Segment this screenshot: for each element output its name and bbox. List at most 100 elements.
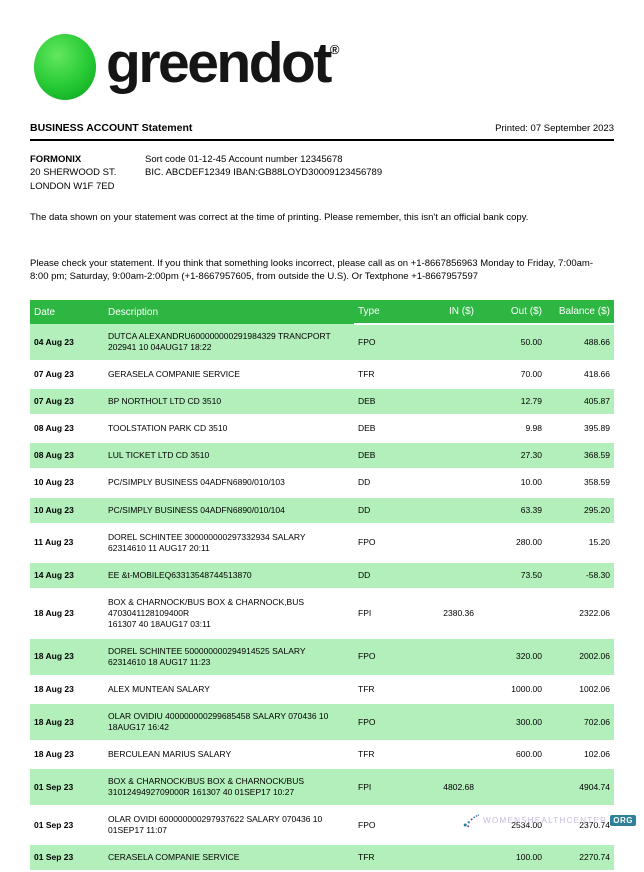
transaction-out-amount: 73.50	[478, 561, 546, 590]
logo-wordmark: greendot®	[106, 34, 339, 92]
transaction-date: 08 Aug 23	[30, 415, 104, 444]
transaction-out-amount: 63.39	[478, 496, 546, 525]
transaction-balance: 102.06	[546, 741, 614, 770]
column-header-type: Type	[354, 300, 420, 326]
column-header-in: IN ($)	[420, 300, 478, 326]
transaction-type: FPI	[354, 768, 420, 808]
transaction-in-amount	[420, 561, 478, 590]
table-row: 10 Aug 23 PC/SIMPLY BUSINESS 04ADFN6890/…	[30, 496, 614, 525]
transaction-date: 18 Aug 23	[30, 702, 104, 743]
address-line-1: 20 SHERWOOD ST.	[30, 167, 117, 179]
transaction-type: DD	[354, 561, 420, 590]
transaction-type: FPO	[354, 523, 420, 563]
transaction-in-amount	[420, 415, 478, 444]
transaction-in-amount	[420, 442, 478, 471]
transaction-out-amount: 10.00	[478, 469, 546, 498]
transaction-balance: 2370.74	[546, 806, 614, 846]
table-row: 01 Sep 23 CERASELA COMPANIE SERVICE TFR …	[30, 844, 614, 872]
transaction-in-amount	[420, 388, 478, 417]
table-row: 07 Aug 23 GERASELA COMPANIE SERVICE TFR …	[30, 361, 614, 390]
transaction-description: DOREL SCHINTEE 500000000294914525 SALARY…	[104, 637, 354, 677]
greendot-logo: greendot®	[34, 0, 614, 100]
transaction-out-amount: 1000.00	[478, 675, 546, 704]
transaction-out-amount: 300.00	[478, 702, 546, 743]
transaction-type: DD	[354, 469, 420, 498]
table-row: 10 Aug 23 PC/SIMPLY BUSINESS 04ADFN6890/…	[30, 469, 614, 498]
statement-header: BUSINESS ACCOUNT Statement Printed: 07 S…	[30, 122, 614, 134]
sparkle-dots-icon	[463, 814, 480, 828]
table-row: 18 Aug 23 DOREL SCHINTEE 500000000294914…	[30, 637, 614, 677]
transaction-balance: 358.59	[546, 469, 614, 498]
transaction-in-amount	[420, 702, 478, 743]
transaction-out-amount: 12.79	[478, 388, 546, 417]
transaction-type: FPO	[354, 702, 420, 743]
transaction-description: EE &t-MOBILEQ63313548744513870	[104, 561, 354, 590]
table-row: 01 Sep 23 OLAR OVIDI 600000000297937622 …	[30, 806, 614, 846]
transaction-balance: 2270.74	[546, 844, 614, 872]
transaction-description: BOX & CHARNOCK/BUS BOX & CHARNOCK,BUS 47…	[104, 588, 354, 639]
column-header-balance: Balance ($)	[546, 300, 614, 326]
logo-text: greendot	[106, 30, 332, 95]
table-row: 18 Aug 23 BOX & CHARNOCK/BUS BOX & CHARN…	[30, 588, 614, 639]
transaction-in-amount	[420, 675, 478, 704]
transaction-out-amount: 2534.00	[478, 806, 546, 846]
table-row: 01 Sep 23 BOX & CHARNOCK/BUS BOX & CHARN…	[30, 768, 614, 808]
transaction-description: BP NORTHOLT LTD CD 3510	[104, 388, 354, 417]
transaction-type: FPO	[354, 324, 420, 363]
transaction-balance: -58.30	[546, 561, 614, 590]
transaction-out-amount: 280.00	[478, 523, 546, 563]
transaction-balance: 488.66	[546, 324, 614, 363]
transaction-description: TOOLSTATION PARK CD 3510	[104, 415, 354, 444]
printed-date: Printed: 07 September 2023	[495, 123, 614, 134]
table-row: 14 Aug 23 EE &t-MOBILEQ63313548744513870…	[30, 561, 614, 590]
transaction-date: 18 Aug 23	[30, 741, 104, 770]
transaction-date: 01 Sep 23	[30, 768, 104, 808]
transaction-type: DEB	[354, 415, 420, 444]
transaction-description: DOREL SCHINTEE 300000000297332934 SALARY…	[104, 523, 354, 563]
transaction-date: 14 Aug 23	[30, 561, 104, 590]
transaction-description: CERASELA COMPANIE SERVICE	[104, 844, 354, 872]
transaction-in-amount	[420, 361, 478, 390]
transaction-in-amount	[420, 523, 478, 563]
watermark-text: WOMENSHEALTHCENTER	[483, 816, 608, 825]
transaction-type: FPO	[354, 806, 420, 846]
transaction-type: FPO	[354, 637, 420, 677]
transaction-balance: 4904.74	[546, 768, 614, 808]
transaction-date: 04 Aug 23	[30, 324, 104, 363]
transaction-balance: 15.20	[546, 523, 614, 563]
transaction-description: OLAR OVIDI 600000000297937622 SALARY 070…	[104, 806, 354, 846]
transaction-description: ALEX MUNTEAN SALARY	[104, 675, 354, 704]
transaction-date: 01 Sep 23	[30, 806, 104, 846]
transaction-balance: 295.20	[546, 496, 614, 525]
table-row: 07 Aug 23 BP NORTHOLT LTD CD 3510 DEB 12…	[30, 388, 614, 417]
transaction-out-amount	[478, 588, 546, 639]
transaction-in-amount	[420, 324, 478, 363]
transaction-date: 07 Aug 23	[30, 361, 104, 390]
bic-iban: BIC. ABCDEF12349 IBAN:GB88LOYD3000912345…	[145, 167, 383, 179]
transaction-out-amount	[478, 768, 546, 808]
transaction-type: DEB	[354, 388, 420, 417]
transaction-type: TFR	[354, 844, 420, 872]
table-row: 18 Aug 23 ALEX MUNTEAN SALARY TFR 1000.0…	[30, 675, 614, 704]
transaction-description: DUTCA ALEXANDRU600000000291984329 TRANCP…	[104, 324, 354, 363]
table-row: 11 Aug 23 DOREL SCHINTEE 300000000297332…	[30, 523, 614, 563]
transaction-balance: 418.66	[546, 361, 614, 390]
transaction-out-amount: 600.00	[478, 741, 546, 770]
transaction-out-amount: 100.00	[478, 844, 546, 872]
transaction-in-amount	[420, 496, 478, 525]
accuracy-notice: The data shown on your statement was cor…	[30, 211, 529, 223]
transaction-in-amount: 4802.68	[420, 768, 478, 808]
statement-title: BUSINESS ACCOUNT Statement	[30, 122, 193, 134]
transaction-in-amount: 2380.36	[420, 588, 478, 639]
table-row: 04 Aug 23 DUTCA ALEXANDRU600000000291984…	[30, 324, 614, 363]
transaction-in-amount	[420, 637, 478, 677]
transaction-balance: 2002.06	[546, 637, 614, 677]
transaction-type: FPI	[354, 588, 420, 639]
watermark: WOMENSHEALTHCENTER ORG	[463, 813, 636, 828]
column-header-description: Description	[104, 300, 354, 325]
transactions-table: Date Description Type IN ($) Out ($) Bal…	[30, 300, 614, 872]
transaction-type: TFR	[354, 741, 420, 770]
table-row: 18 Aug 23 BERCULEAN MARIUS SALARY TFR 60…	[30, 741, 614, 770]
transactions-body: 04 Aug 23 DUTCA ALEXANDRU600000000291984…	[30, 324, 614, 872]
transaction-date: 18 Aug 23	[30, 588, 104, 639]
